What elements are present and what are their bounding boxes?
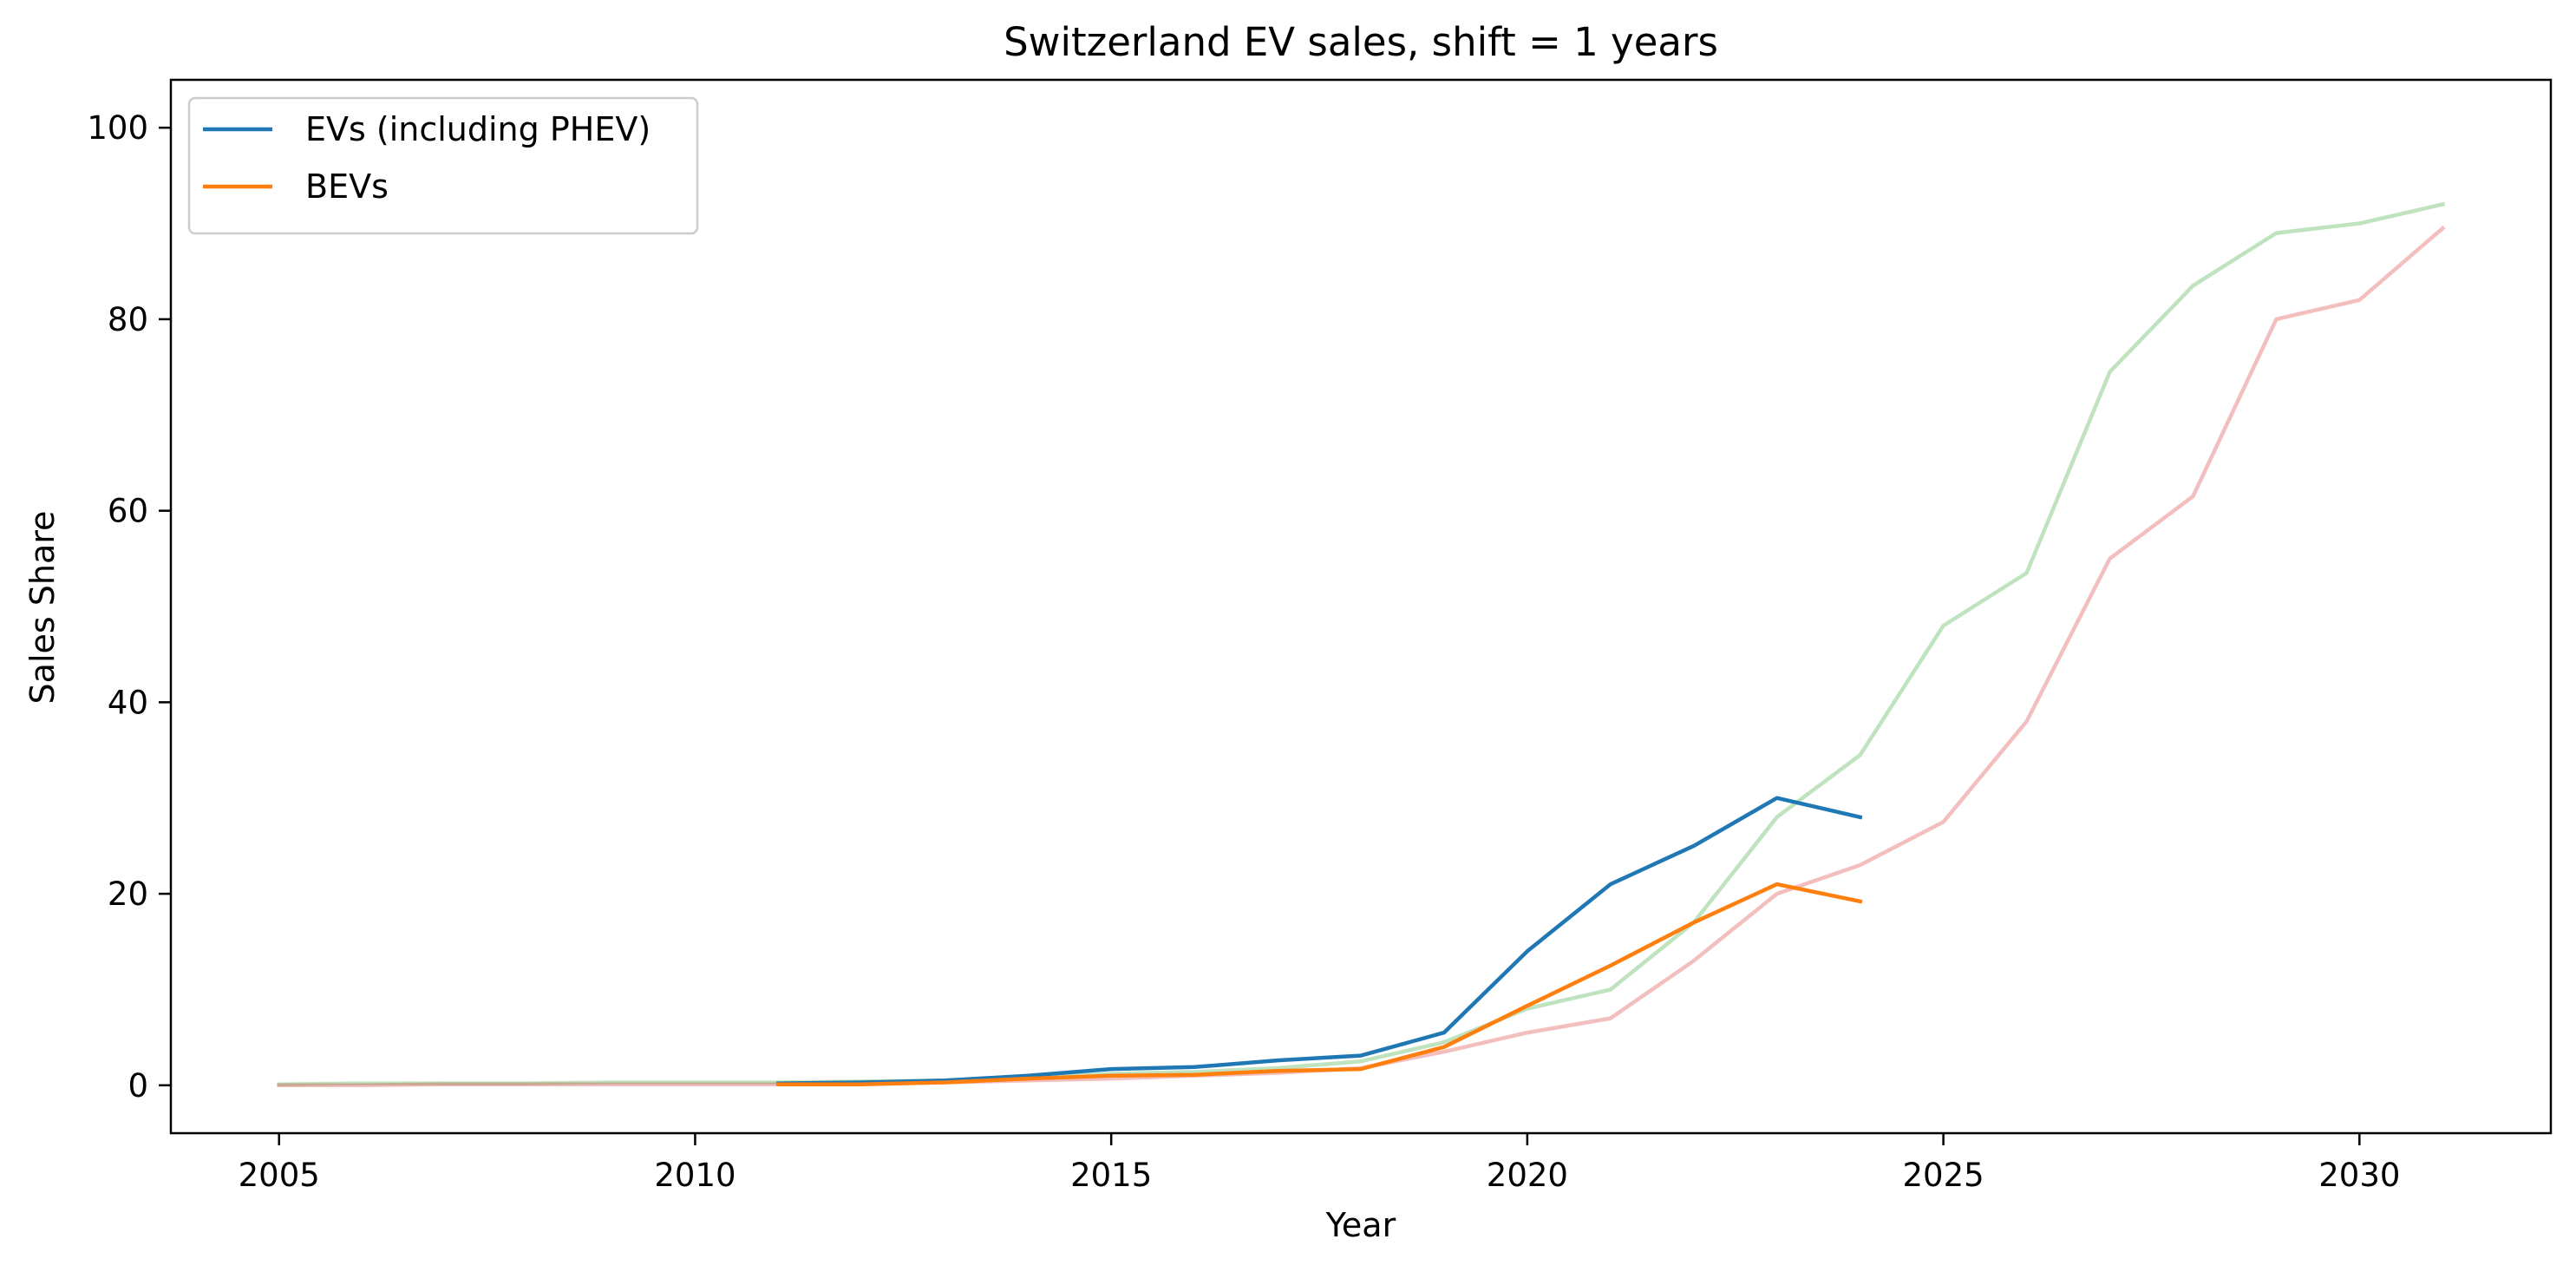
series-line-evs-including-phev bbox=[776, 796, 1863, 1085]
x-tick-label: 2015 bbox=[1070, 1157, 1152, 1194]
y-axis-title: Sales Share bbox=[23, 511, 62, 705]
y-tick-label: 0 bbox=[127, 1067, 148, 1105]
y-tick-label: 20 bbox=[108, 875, 148, 913]
series-line-bevs bbox=[776, 882, 1863, 1086]
y-tick-label: 80 bbox=[108, 301, 148, 338]
x-axis: 2005 2010 2015 2020 2025 2030 bbox=[239, 1133, 2400, 1194]
legend-label: EVs (including PHEV) bbox=[305, 110, 651, 148]
x-tick-label: 2010 bbox=[654, 1157, 736, 1194]
series-line-projection-1 bbox=[277, 225, 2446, 1088]
x-tick-label: 2025 bbox=[1903, 1157, 1984, 1194]
y-tick-label: 100 bbox=[87, 109, 148, 147]
series-layer bbox=[277, 201, 2446, 1088]
legend-box bbox=[187, 96, 699, 235]
x-axis-title: Year bbox=[1325, 1206, 1396, 1244]
y-axis: 0 20 40 60 80 100 bbox=[87, 109, 171, 1105]
legend: EVs (including PHEV) BEVs bbox=[187, 96, 699, 235]
plot-frame bbox=[169, 78, 2553, 1135]
series-line-projection-0 bbox=[277, 201, 2445, 1086]
y-tick-label: 40 bbox=[108, 684, 148, 721]
legend-label: BEVs bbox=[305, 167, 389, 206]
x-tick-label: 2030 bbox=[2318, 1157, 2400, 1194]
chart-title: Switzerland EV sales, shift = 1 years bbox=[1004, 19, 1718, 65]
y-tick-label: 60 bbox=[108, 493, 148, 530]
x-tick-label: 2020 bbox=[1487, 1157, 1568, 1194]
x-tick-label: 2005 bbox=[239, 1157, 320, 1194]
